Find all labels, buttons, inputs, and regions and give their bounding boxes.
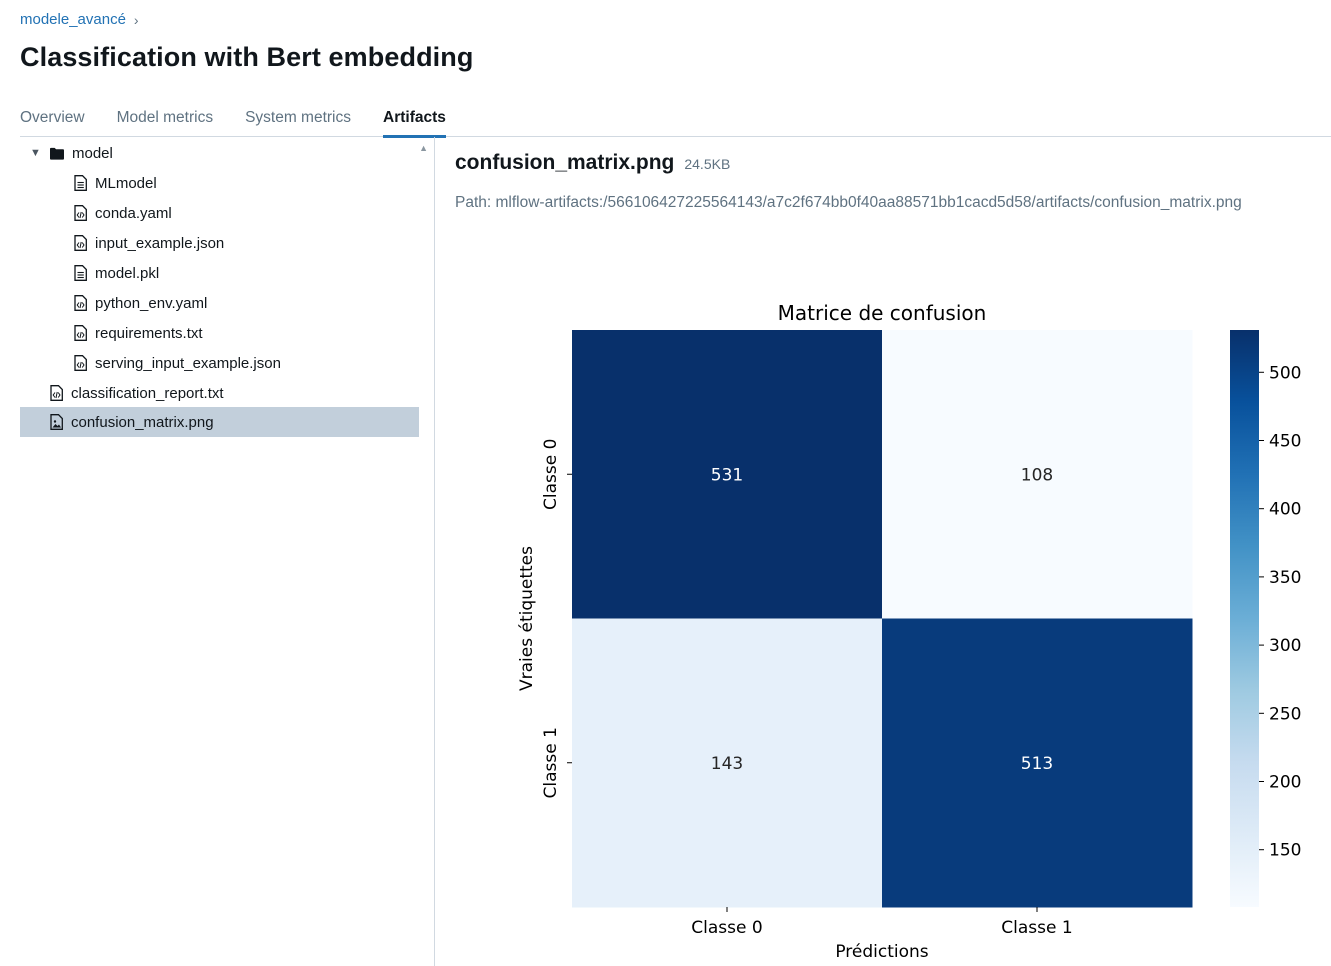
tree-file-requirements[interactable]: requirements.txt (20, 318, 419, 348)
cell-value-label: 143 (711, 754, 743, 774)
x-axis-label: Prédictions (835, 942, 928, 962)
tree-folder-model[interactable]: ▼ model (20, 138, 419, 168)
breadcrumb: modele_avancé › (20, 11, 139, 28)
tree-item-label: confusion_matrix.png (71, 413, 214, 431)
tree-file-mlmodel[interactable]: MLmodel (20, 168, 419, 198)
file-icon (73, 175, 87, 191)
code-file-icon (49, 385, 63, 401)
heatmap-cell (572, 330, 883, 619)
tree-item-label: model.pkl (95, 264, 160, 282)
tree-item-label: input_example.json (95, 234, 225, 252)
code-file-icon (73, 295, 87, 311)
artifact-size: 24.5KB (684, 156, 731, 172)
tree-file-python-env[interactable]: python_env.yaml (20, 288, 419, 318)
tree-item-label: MLmodel (95, 174, 157, 192)
x-tick-label: Classe 1 (1001, 918, 1072, 938)
tree-item-label: classification_report.txt (71, 384, 224, 402)
code-file-icon (73, 355, 87, 371)
tab-bar: Overview Model metrics System metrics Ar… (20, 106, 1331, 138)
colorbar-tick-label: 250 (1269, 704, 1301, 724)
tab-model-metrics[interactable]: Model metrics (116, 109, 214, 126)
tree-item-label: serving_input_example.json (95, 354, 281, 372)
scroll-up-icon[interactable]: ▲ (419, 143, 428, 153)
tree-item-label: model (72, 144, 113, 162)
cell-value-label: 108 (1021, 465, 1053, 485)
artifact-preview-panel: confusion_matrix.png 24.5KB Path: mlflow… (455, 137, 1331, 966)
page-title: Classification with Bert embedding (20, 42, 474, 72)
colorbar-tick-label: 400 (1269, 500, 1301, 520)
breadcrumb-experiment-link[interactable]: modele_avancé (20, 11, 126, 28)
heatmap-cell (882, 330, 1193, 619)
artifact-name: confusion_matrix.png (455, 151, 675, 174)
y-axis-label: Vraies étiquettes (517, 546, 537, 691)
tree-file-classification-report[interactable]: classification_report.txt (20, 378, 419, 408)
breadcrumb-separator: › (133, 11, 139, 28)
colorbar-tick-label: 500 (1269, 363, 1301, 383)
code-file-icon (73, 205, 87, 221)
chart-title: Matrice de confusion (778, 301, 987, 325)
tree-file-serving-input[interactable]: serving_input_example.json (20, 348, 419, 378)
tree-file-model-pkl[interactable]: model.pkl (20, 258, 419, 288)
heatmap-cell (572, 618, 883, 908)
colorbar (1230, 330, 1259, 907)
file-icon (73, 265, 87, 281)
tree-item-label: requirements.txt (95, 324, 203, 342)
heatmap-cell (882, 618, 1193, 908)
colorbar-tick-label: 450 (1269, 431, 1301, 451)
tree-item-label: conda.yaml (95, 204, 172, 222)
y-tick-label: Classe 1 (541, 727, 561, 798)
colorbar-tick-label: 200 (1269, 773, 1301, 793)
tab-artifacts[interactable]: Artifacts (383, 106, 446, 138)
artifact-header: confusion_matrix.png 24.5KB (455, 151, 730, 175)
folder-icon (50, 145, 64, 161)
colorbar-tick-label: 350 (1269, 568, 1301, 588)
cell-value-label: 531 (711, 465, 743, 485)
tab-overview[interactable]: Overview (20, 109, 85, 126)
tree-file-input-example[interactable]: input_example.json (20, 228, 419, 258)
colorbar-tick-label: 150 (1269, 841, 1301, 861)
x-tick-label: Classe 0 (691, 918, 762, 938)
cell-value-label: 513 (1021, 754, 1053, 774)
confusion-matrix-chart: Matrice de confusion 531 108 143 513 Classe 0… (517, 301, 1301, 962)
code-file-icon (73, 325, 87, 341)
image-file-icon (49, 414, 63, 430)
colorbar-tick-label: 300 (1269, 636, 1301, 656)
tree-item-label: python_env.yaml (95, 294, 208, 312)
y-tick-label: Classe 0 (541, 439, 561, 510)
tab-system-metrics[interactable]: System metrics (245, 109, 352, 126)
tree-file-conda-yaml[interactable]: conda.yaml (20, 198, 419, 228)
artifact-tree-panel: ▲ ▼ model MLmodel conda.yaml input_examp… (0, 137, 435, 966)
code-file-icon (73, 235, 87, 251)
caret-down-icon[interactable]: ▼ (30, 147, 41, 159)
artifact-path: Path: mlflow-artifacts:/5661064272255641… (455, 194, 1242, 211)
tree-file-confusion-matrix[interactable]: confusion_matrix.png (20, 407, 419, 437)
